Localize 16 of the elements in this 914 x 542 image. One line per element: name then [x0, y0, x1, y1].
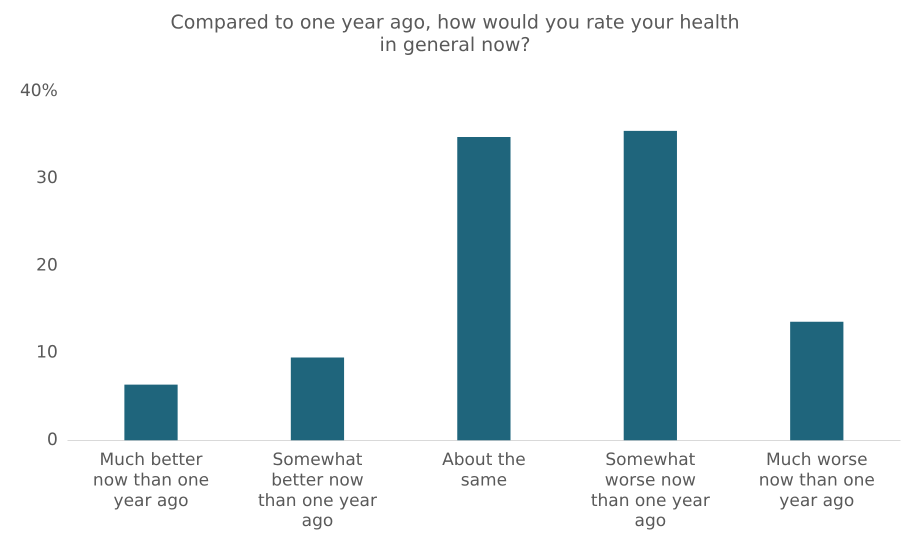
x-tick-label: Somewhat worse now than one year ago	[590, 450, 710, 532]
x-tick-label: Somewhat better now than one year ago	[258, 450, 377, 532]
bar	[457, 136, 511, 440]
y-tick-label: 40%	[20, 81, 58, 102]
x-tick-label: About the same	[442, 450, 526, 490]
chart-title: Compared to one year ago, how would you rate your health in general now?	[170, 11, 740, 56]
bar	[290, 358, 344, 440]
y-tick-label: 0	[46, 430, 58, 450]
bar	[790, 322, 844, 440]
bar	[624, 130, 677, 440]
x-tick-label: Much better now than one year ago	[92, 450, 210, 511]
y-tick-label: 20	[36, 255, 58, 276]
x-tick-label: Much worse now than one year ago	[758, 450, 875, 511]
y-tick-label: 30	[36, 168, 58, 188]
bar	[124, 384, 178, 440]
y-tick-label: 10	[36, 342, 58, 363]
